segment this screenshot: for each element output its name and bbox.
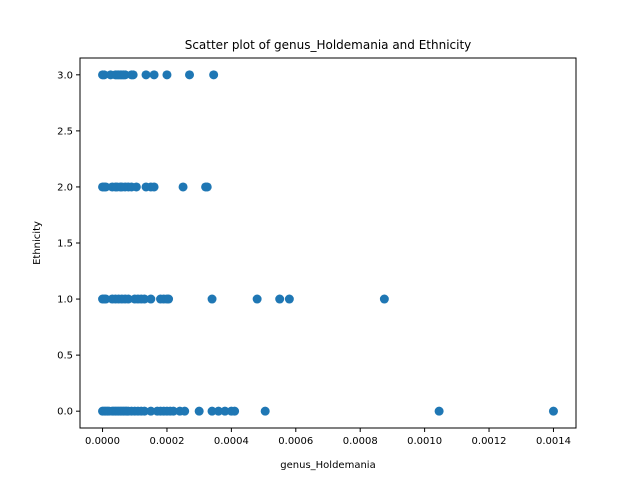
plot-frame xyxy=(79,57,577,429)
scatter-point xyxy=(139,294,149,304)
scatter-point xyxy=(194,406,204,416)
scatter-point xyxy=(168,406,178,416)
scatter-point xyxy=(146,294,156,304)
x-tick-label: 0.0008 xyxy=(343,436,378,447)
scatter-point xyxy=(162,70,172,80)
scatter-point xyxy=(207,294,217,304)
chart-title: Scatter plot of genus_Holdemania and Eth… xyxy=(185,38,472,52)
points-layer xyxy=(98,70,558,416)
scatter-point xyxy=(146,406,156,416)
scatter-point xyxy=(101,294,111,304)
scatter-point xyxy=(284,294,294,304)
x-axis-label: genus_Holdemania xyxy=(280,460,375,471)
y-axis-label: Ethnicity xyxy=(32,221,43,265)
scatter-point xyxy=(149,182,159,192)
x-tick-label: 0.0000 xyxy=(85,436,120,447)
scatter-point xyxy=(220,406,230,416)
y-tick-label: 0.0 xyxy=(57,407,73,418)
scatter-point xyxy=(120,70,130,80)
scatter-point xyxy=(101,182,111,192)
scatter-point xyxy=(128,70,138,80)
scatter-point xyxy=(202,182,212,192)
scatter-point xyxy=(141,70,151,80)
scatter-point xyxy=(209,70,219,80)
x-tick-label: 0.0006 xyxy=(278,436,313,447)
y-axis-ticks: 0.0 0.5 1.0 1.5 2.0 2.5 3.0 xyxy=(57,70,80,418)
scatter-point xyxy=(379,294,389,304)
scatter-point xyxy=(149,70,159,80)
scatter-point xyxy=(548,406,558,416)
scatter-point xyxy=(185,70,195,80)
scatter-point xyxy=(139,406,149,416)
scatter-point xyxy=(180,406,190,416)
scatter-point xyxy=(207,406,217,416)
scatter-point xyxy=(252,294,262,304)
scatter-point xyxy=(230,406,240,416)
x-tick-label: 0.0004 xyxy=(214,436,249,447)
scatter-point xyxy=(131,182,141,192)
y-tick-label: 2.0 xyxy=(57,182,73,193)
y-tick-label: 1.0 xyxy=(57,295,73,306)
scatter-point xyxy=(164,294,174,304)
y-tick-label: 3.0 xyxy=(57,70,73,81)
y-tick-label: 1.5 xyxy=(57,239,73,250)
x-tick-label: 0.0012 xyxy=(472,436,507,447)
scatter-point xyxy=(213,406,223,416)
scatter-point xyxy=(178,182,188,192)
scatter-point xyxy=(434,406,444,416)
x-tick-label: 0.0014 xyxy=(536,436,571,447)
y-tick-label: 0.5 xyxy=(57,351,73,362)
scatter-point xyxy=(275,294,285,304)
scatter-point xyxy=(260,406,270,416)
x-axis-ticks: 0.0000 0.0002 0.0004 0.0006 0.0008 0.0010 0.00… xyxy=(85,428,571,447)
y-tick-label: 2.5 xyxy=(57,126,73,137)
scatter-point xyxy=(123,294,133,304)
scatter-point xyxy=(99,70,109,80)
x-tick-label: 0.0002 xyxy=(149,436,184,447)
x-tick-label: 0.0010 xyxy=(407,436,442,447)
